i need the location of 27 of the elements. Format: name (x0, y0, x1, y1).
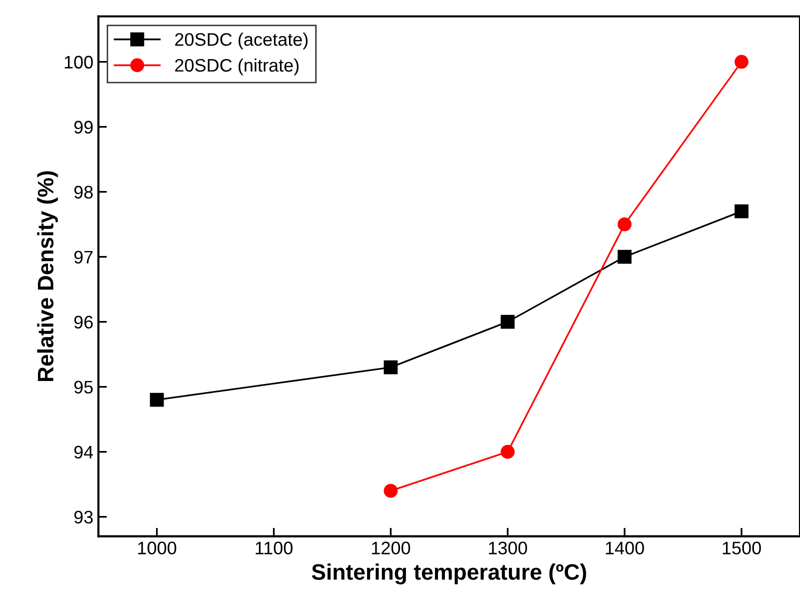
x-tick-label: 1400 (606, 542, 644, 554)
x-tick-label: 1000 (138, 542, 176, 554)
x-tick-label: 1300 (488, 542, 528, 554)
x-tick-label: 1100 (256, 542, 293, 554)
x-axis-title: Sintering temperature (ºC) (312, 564, 586, 584)
x-tick-label: 1200 (372, 542, 410, 554)
y-tick-label: 93 (74, 510, 93, 524)
point (734, 54, 748, 69)
legend-label: 20SDC (acetate) (175, 32, 308, 50)
y-tick-label: 99 (74, 120, 93, 134)
legend-label: 20SDC (nitrate) (175, 58, 299, 76)
point (618, 217, 632, 232)
point (150, 392, 164, 407)
point (734, 204, 748, 218)
y-axis-title: Relative Density (%) (37, 171, 58, 382)
y-tick-label: 95 (74, 380, 93, 394)
y-tick-label: 97 (74, 250, 93, 264)
y-tick-label: 96 (74, 316, 93, 329)
point (384, 360, 398, 374)
y-tick-label: 100 (64, 56, 93, 69)
point (500, 314, 515, 329)
y-tick-label: 94 (74, 446, 94, 459)
x-tick-label: 1500 (722, 542, 761, 554)
y-tick-label: 98 (74, 186, 93, 199)
point (618, 250, 632, 264)
point (500, 444, 515, 459)
point (384, 484, 398, 498)
